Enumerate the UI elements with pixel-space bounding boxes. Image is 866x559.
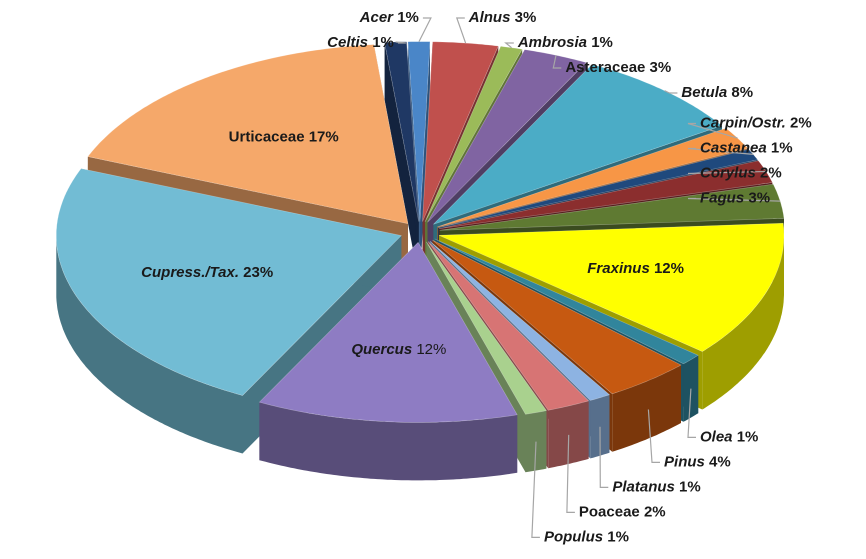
leader-line (531, 441, 540, 538)
leader-line (664, 90, 678, 94)
value-label: 1% (737, 428, 759, 445)
slice-label: Platanus 1% (612, 478, 700, 495)
slice-wall (548, 400, 589, 469)
slice-label: Quercus 12% (351, 341, 446, 358)
category-name: Fraxinus (587, 260, 650, 277)
category-name: Carpin/Ostr. (700, 114, 786, 131)
slice (56, 168, 402, 396)
category-name: Betula (681, 84, 727, 101)
category-name: Celtis (327, 34, 368, 51)
category-name: Populus (544, 528, 603, 545)
slice-label: Celtis 1% (327, 34, 394, 51)
category-name: Corylus (700, 164, 756, 181)
value-label: 2% (644, 503, 666, 520)
slice-label: Fagus 3% (700, 189, 770, 206)
slice-label: Fraxinus 12% (587, 260, 684, 277)
slice-label: Corylus 2% (700, 164, 782, 181)
slice (434, 238, 699, 365)
value-label: 1% (771, 139, 793, 156)
value-label: 12% (654, 260, 684, 277)
slice (437, 127, 749, 228)
leader-line (687, 170, 767, 175)
value-label: 3% (515, 9, 537, 26)
slice-label: Carpin/Ostr. 2% (700, 114, 812, 131)
slice (258, 241, 518, 423)
value-label: 3% (748, 189, 770, 206)
slice-side (384, 42, 419, 280)
slice (438, 148, 759, 228)
category-name: Castanea (700, 139, 767, 156)
slice (426, 241, 547, 415)
category-name: Acer (359, 9, 395, 26)
slice-wall (56, 235, 243, 454)
value-label: 23% (243, 264, 273, 281)
category-name: Platanus (612, 478, 675, 495)
category-name: Poaceae (579, 503, 640, 520)
value-label: 1% (397, 9, 419, 26)
value-label: 1% (372, 34, 394, 51)
value-label: 4% (709, 453, 731, 470)
slice-wall (683, 355, 699, 422)
slice-label: Olea 1% (700, 428, 758, 445)
slice (427, 241, 590, 411)
slice-wall (590, 394, 610, 459)
category-name: Quercus (351, 341, 412, 358)
slice-label: Castanea 1% (700, 139, 793, 156)
leader-line (552, 55, 562, 69)
category-name: Alnus (468, 9, 511, 26)
leader-line (687, 197, 781, 202)
slice-label: Asteraceae 3% (565, 59, 671, 76)
slice-label: Populus 1% (544, 528, 629, 545)
value-label: 12% (416, 341, 446, 358)
slice (438, 222, 785, 352)
leader-line (647, 409, 660, 463)
slice (384, 41, 419, 222)
leader-line (687, 147, 754, 155)
category-name: Fagus (700, 189, 744, 206)
value-label: 2% (760, 164, 782, 181)
value-label: 8% (731, 84, 753, 101)
slice-wall (702, 235, 784, 410)
slice-label: Ambrosia 1% (517, 34, 613, 51)
slice-label: Acer 1% (359, 9, 419, 26)
slice-label: Urticaceae 17% (229, 128, 339, 145)
leader-line (599, 426, 609, 488)
slice-label: Pinus 4% (664, 453, 731, 470)
category-name: Asteraceae (565, 59, 645, 76)
leader-line (687, 388, 696, 438)
slice-label: Alnus 3% (468, 9, 537, 26)
value-label: 2% (790, 114, 812, 131)
slice-wall (612, 365, 681, 452)
leader-line (395, 41, 406, 44)
leader-line (566, 434, 575, 513)
slice-label: Poaceae 2% (579, 503, 666, 520)
slice (432, 239, 682, 395)
category-name: Ambrosia (517, 34, 587, 51)
leader-line (455, 17, 467, 44)
slice-label: Cupress./Tax. 23% (141, 264, 273, 281)
category-name: Pinus (664, 453, 705, 470)
category-name: Urticaceae (229, 128, 305, 145)
slice (407, 41, 431, 222)
value-label: 1% (679, 478, 701, 495)
category-name: Cupress./Tax. (141, 264, 239, 281)
slice-label: Betula 8% (681, 84, 753, 101)
value-label: 17% (309, 128, 339, 145)
slice-wall (259, 402, 518, 481)
leader-line (418, 17, 432, 42)
category-name: Olea (700, 428, 733, 445)
slice (87, 44, 409, 225)
slice-side (419, 41, 430, 280)
leader-line (687, 122, 738, 139)
slice-wall (525, 410, 547, 473)
leader-line (504, 42, 514, 49)
slice (429, 240, 611, 401)
value-label: 1% (591, 34, 613, 51)
value-label: 1% (607, 528, 629, 545)
value-label: 3% (650, 59, 672, 76)
